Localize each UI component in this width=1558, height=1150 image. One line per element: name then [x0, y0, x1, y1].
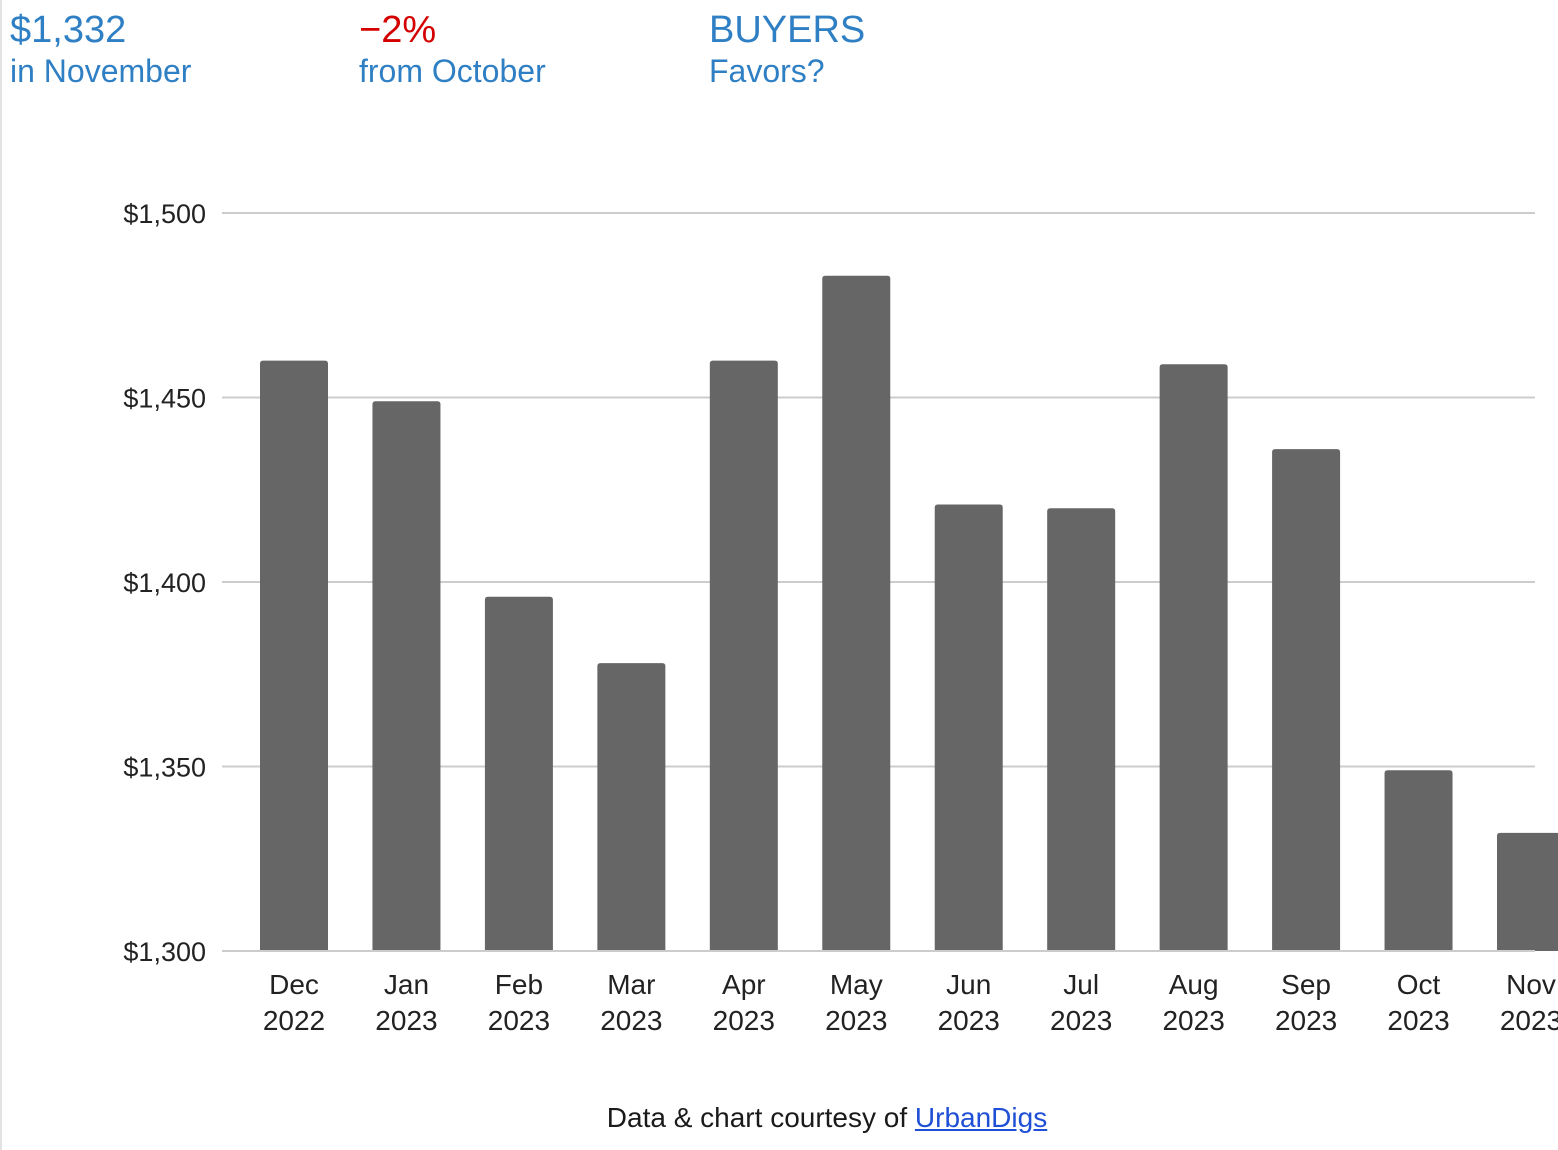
- summary-stats: $1,332 in November −2% from October BUYE…: [2, 8, 1558, 98]
- bar: [1497, 832, 1558, 951]
- current-price-caption: in November: [10, 53, 192, 89]
- bar: [1047, 508, 1116, 951]
- x-tick-label-year: 2023: [1387, 1005, 1449, 1036]
- y-tick-label: $1,400: [123, 568, 206, 598]
- x-tick-label-year: 2023: [938, 1005, 1000, 1036]
- x-tick-label-month: Jan: [384, 969, 429, 1000]
- x-tick-label-month: Dec: [269, 969, 319, 1000]
- monthly-change-value: −2%: [359, 9, 437, 51]
- bar-chart: $1,300 $1,350 $1,400 $1,450 $1,500 Dec 2022 Jan…: [123, 199, 1558, 1036]
- x-tick-label-month: Nov: [1506, 969, 1556, 1000]
- bar: [822, 275, 891, 952]
- bar: [1272, 449, 1341, 951]
- data-credit: Data & chart courtesy of UrbanDigs: [2, 1102, 1558, 1134]
- current-price-value: $1,332: [10, 9, 127, 51]
- x-tick-label-month: Feb: [495, 969, 543, 1000]
- credit-text: Data & chart courtesy of: [606, 1102, 915, 1133]
- x-tick-label-month: Sep: [1281, 969, 1331, 1000]
- bar: [1384, 770, 1453, 951]
- market-favor-value: BUYERS: [709, 9, 866, 51]
- x-tick-label-year: 2023: [825, 1005, 887, 1036]
- market-favor-caption: Favors?: [709, 53, 825, 89]
- x-tick-label-year: 2023: [1162, 1005, 1224, 1036]
- current-price-stat: $1,332 in November: [10, 8, 191, 90]
- x-tick-label-month: Aug: [1169, 969, 1219, 1000]
- x-tick-label-month: Apr: [722, 969, 766, 1000]
- bar: [484, 596, 553, 951]
- bar: [597, 663, 666, 951]
- y-tick-label: $1,350: [123, 753, 206, 783]
- x-tick-label-year: 2023: [600, 1005, 662, 1036]
- x-tick-label-year: 2022: [263, 1005, 325, 1036]
- y-tick-label: $1,500: [123, 199, 206, 229]
- bar: [372, 401, 441, 951]
- x-tick-label-year: 2023: [1050, 1005, 1112, 1036]
- monthly-change-stat: −2% from October: [359, 8, 546, 90]
- bar: [1159, 364, 1228, 951]
- bar: [260, 360, 328, 952]
- x-tick-label-month: Mar: [607, 969, 655, 1000]
- x-tick-label-year: 2023: [375, 1005, 437, 1036]
- bar: [934, 504, 1003, 951]
- market-favor-stat: BUYERS Favors?: [709, 8, 865, 90]
- x-tick-label-month: Jul: [1063, 969, 1099, 1000]
- x-tick-label-month: Jun: [946, 969, 991, 1000]
- urbandigs-link[interactable]: UrbanDigs: [914, 1102, 1048, 1133]
- bar: [709, 360, 778, 952]
- x-tick-label-month: May: [830, 969, 883, 1000]
- monthly-change-caption: from October: [359, 53, 546, 89]
- x-tick-label-month: Oct: [1397, 969, 1441, 1000]
- y-tick-label: $1,300: [123, 937, 206, 967]
- x-tick-label-year: 2023: [713, 1005, 775, 1036]
- x-tick-label-year: 2023: [488, 1005, 550, 1036]
- y-tick-label: $1,450: [123, 384, 206, 414]
- x-tick-label-year: 2023: [1500, 1005, 1558, 1036]
- x-tick-label-year: 2023: [1275, 1005, 1337, 1036]
